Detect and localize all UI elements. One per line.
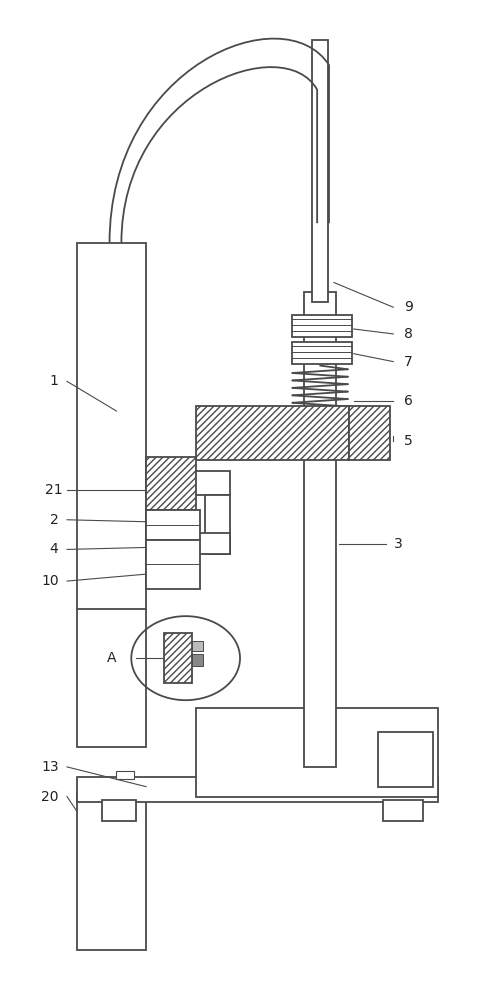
Text: 2: 2: [50, 513, 59, 527]
Text: 4: 4: [50, 542, 59, 556]
Text: 5: 5: [403, 434, 411, 448]
Bar: [102, 800, 136, 821]
Text: 3: 3: [393, 537, 402, 551]
Bar: [292, 315, 351, 337]
Text: 7: 7: [403, 355, 411, 369]
Bar: [146, 540, 200, 589]
Bar: [77, 777, 437, 802]
Bar: [191, 641, 203, 651]
Text: 1: 1: [50, 374, 59, 388]
Bar: [77, 243, 146, 747]
Bar: [312, 40, 327, 302]
Text: A: A: [106, 651, 116, 665]
Text: 6: 6: [403, 394, 412, 408]
Bar: [116, 771, 134, 779]
Bar: [292, 342, 351, 364]
Text: 20: 20: [42, 790, 59, 804]
Text: 21: 21: [45, 483, 63, 497]
Text: 10: 10: [41, 574, 59, 588]
Bar: [191, 654, 203, 666]
Bar: [195, 406, 348, 460]
Bar: [146, 510, 200, 540]
Text: 13: 13: [41, 760, 59, 774]
Text: 9: 9: [403, 300, 412, 314]
Bar: [164, 633, 191, 683]
Bar: [382, 800, 422, 821]
Text: 8: 8: [403, 327, 412, 341]
Bar: [348, 406, 390, 460]
Bar: [205, 495, 230, 554]
Bar: [77, 792, 146, 950]
Bar: [378, 732, 432, 787]
Bar: [146, 533, 230, 554]
Bar: [195, 708, 437, 797]
Bar: [146, 457, 195, 510]
Bar: [303, 292, 335, 767]
Bar: [146, 471, 230, 495]
